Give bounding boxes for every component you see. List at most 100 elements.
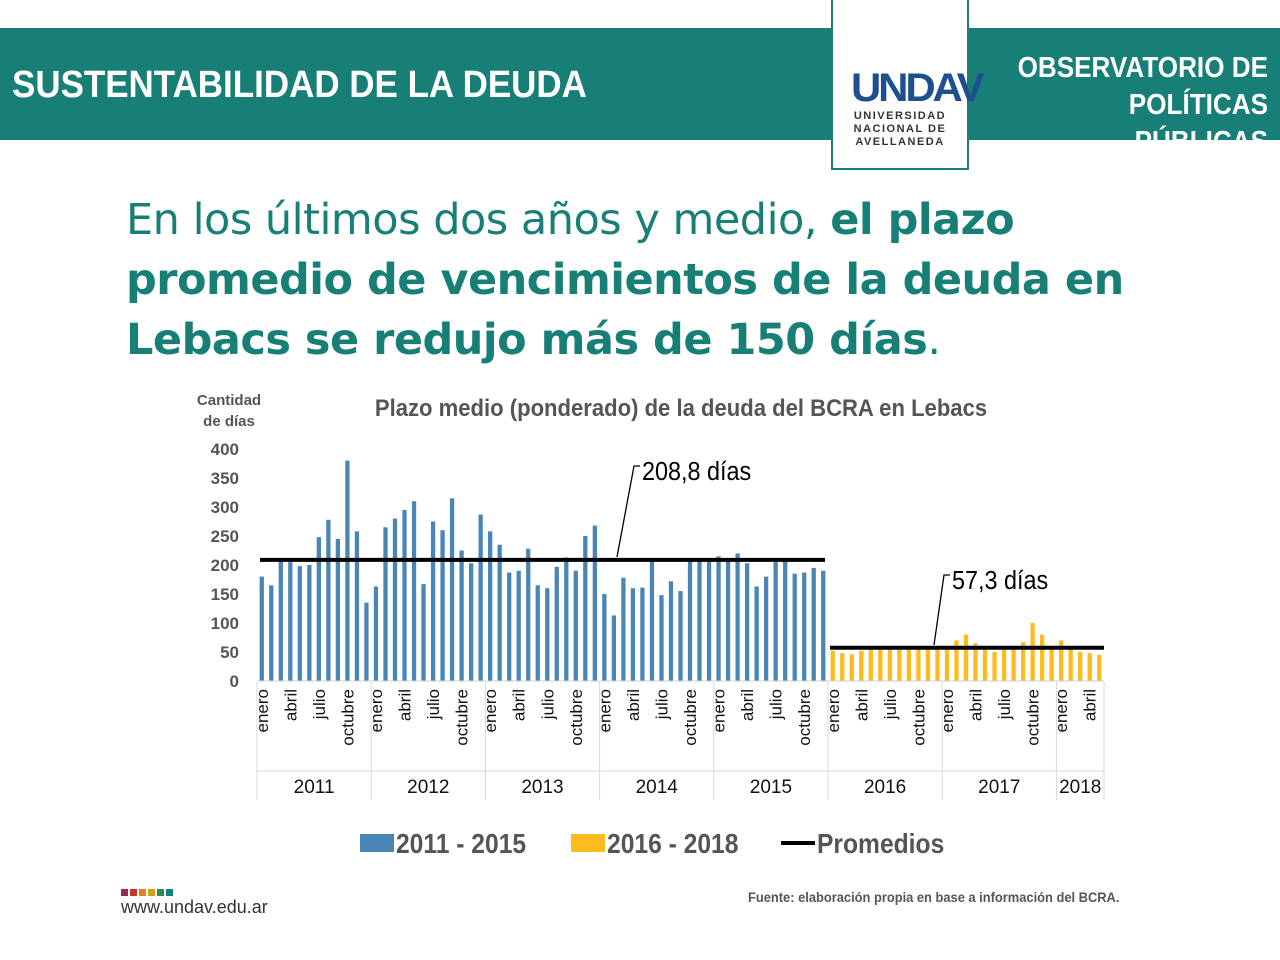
bar-2011-2015 bbox=[383, 527, 388, 681]
month-label: enero bbox=[367, 689, 386, 732]
month-label: enero bbox=[1052, 689, 1071, 732]
month-label: julio bbox=[424, 689, 443, 720]
bar-2011-2015 bbox=[592, 525, 597, 681]
source-note: Fuente: elaboración propia en base a inf… bbox=[748, 889, 1120, 905]
bar-2011-2015 bbox=[297, 566, 302, 681]
bar-2011-2015 bbox=[373, 586, 379, 681]
debt-chart: Plazo medio (ponderado) de la deuda del … bbox=[197, 392, 1105, 860]
logo-line-1: UNIVERSIDAD bbox=[853, 110, 947, 122]
bar-2011-2015 bbox=[773, 562, 778, 681]
y-tick-label: 0 bbox=[230, 672, 239, 691]
bar-2016-2018 bbox=[944, 647, 950, 681]
bar-2011-2015 bbox=[449, 498, 455, 681]
bar-2016-2018 bbox=[1040, 634, 1045, 681]
headline: En los últimos dos años y medio, el plaz… bbox=[126, 190, 1206, 370]
legend-label: 2011 - 2015 bbox=[396, 828, 526, 860]
month-label: julio bbox=[767, 689, 786, 720]
year-label: 2011 bbox=[294, 777, 335, 798]
logo-line-2: NACIONAL DE bbox=[853, 123, 947, 135]
year-label: 2018 bbox=[1059, 777, 1101, 798]
bar-2011-2015 bbox=[640, 587, 645, 681]
y-tick-label: 50 bbox=[220, 643, 239, 662]
bar-2011-2015 bbox=[316, 537, 321, 681]
bar-2016-2018 bbox=[849, 654, 854, 681]
legend-label: 2016 - 2018 bbox=[607, 828, 738, 860]
bar-2016-2018 bbox=[1097, 654, 1102, 681]
y-tick-label: 300 bbox=[211, 498, 239, 517]
headline-bold: el plazo promedio de vencimientos de la … bbox=[126, 195, 1124, 365]
bar-2011-2015 bbox=[421, 584, 426, 681]
bar-2011-2015 bbox=[621, 577, 626, 681]
month-label: enero bbox=[253, 689, 272, 732]
month-label: octubre bbox=[1024, 689, 1043, 746]
bar-2011-2015 bbox=[307, 565, 312, 681]
bar-2011-2015 bbox=[783, 559, 788, 681]
bar-2011-2015 bbox=[659, 595, 664, 681]
bar-2011-2015 bbox=[497, 544, 502, 681]
year-label: 2013 bbox=[521, 777, 563, 798]
month-label: octubre bbox=[453, 689, 472, 746]
brand-dot bbox=[130, 889, 137, 896]
bar-2011-2015 bbox=[459, 550, 464, 681]
month-label: abril bbox=[624, 689, 643, 721]
bar-2011-2015 bbox=[354, 531, 360, 681]
bar-2011-2015 bbox=[706, 559, 712, 681]
y-axis-label-line-2: de días bbox=[203, 413, 255, 430]
bar-2016-2018 bbox=[982, 649, 988, 681]
legend-label: Promedios bbox=[817, 828, 944, 860]
month-label: enero bbox=[938, 689, 957, 732]
month-label: julio bbox=[310, 689, 329, 720]
observatory-line-1: OBSERVATORIO DE bbox=[1017, 52, 1268, 84]
bar-2016-2018 bbox=[1001, 649, 1007, 681]
bar-2016-2018 bbox=[935, 648, 940, 681]
bar-2016-2018 bbox=[1078, 652, 1083, 681]
month-label: octubre bbox=[567, 689, 586, 746]
month-label: abril bbox=[1081, 689, 1100, 721]
month-label: octubre bbox=[681, 689, 700, 746]
year-label: 2017 bbox=[978, 777, 1020, 798]
month-label: enero bbox=[710, 689, 729, 732]
month-label: enero bbox=[481, 689, 500, 732]
bar-2011-2015 bbox=[478, 514, 483, 681]
month-label: julio bbox=[881, 689, 900, 720]
bar-2016-2018 bbox=[954, 640, 959, 681]
bar-2011-2015 bbox=[764, 576, 769, 681]
bar-2011-2015 bbox=[345, 460, 350, 681]
bar-2016-2018 bbox=[992, 652, 997, 681]
bar-2016-2018 bbox=[868, 649, 873, 681]
headline-normal: En los últimos dos años y medio, bbox=[126, 195, 831, 245]
year-label: 2012 bbox=[407, 777, 449, 798]
bar-2011-2015 bbox=[402, 509, 407, 681]
bar-2016-2018 bbox=[1087, 653, 1092, 681]
brand-dots bbox=[121, 883, 175, 896]
bar-2011-2015 bbox=[288, 562, 293, 681]
bar-2016-2018 bbox=[1059, 640, 1064, 681]
header-title: SUSTENTABILIDAD DE LA DEUDA bbox=[12, 64, 587, 106]
bar-2011-2015 bbox=[411, 501, 417, 681]
y-tick-label: 350 bbox=[211, 469, 239, 488]
brand-dot bbox=[166, 889, 173, 896]
bar-2016-2018 bbox=[963, 634, 969, 681]
month-label: octubre bbox=[795, 689, 814, 746]
bar-2011-2015 bbox=[364, 602, 369, 681]
bar-2011-2015 bbox=[697, 560, 702, 681]
month-label: abril bbox=[510, 689, 529, 721]
bar-2011-2015 bbox=[430, 521, 436, 681]
header-band bbox=[0, 28, 1280, 140]
average-callout-line bbox=[616, 465, 640, 558]
bar-2016-2018 bbox=[887, 647, 893, 681]
chart-title: Plazo medio (ponderado) de la deuda del … bbox=[375, 394, 987, 421]
bar-2011-2015 bbox=[269, 585, 274, 681]
bar-2011-2015 bbox=[821, 570, 826, 681]
month-label: enero bbox=[595, 689, 614, 732]
bar-2016-2018 bbox=[859, 650, 864, 681]
bar-2011-2015 bbox=[259, 576, 264, 681]
year-label: 2016 bbox=[864, 777, 906, 798]
month-label: julio bbox=[538, 689, 557, 720]
month-label: octubre bbox=[909, 689, 928, 746]
bar-2011-2015 bbox=[583, 536, 588, 681]
bar-2016-2018 bbox=[1049, 649, 1054, 681]
observatory-line-2: POLÍTICAS PÚBLICAS bbox=[1128, 89, 1268, 158]
footer-url[interactable]: www.undav.edu.ar bbox=[121, 897, 268, 917]
month-label: julio bbox=[652, 689, 671, 720]
